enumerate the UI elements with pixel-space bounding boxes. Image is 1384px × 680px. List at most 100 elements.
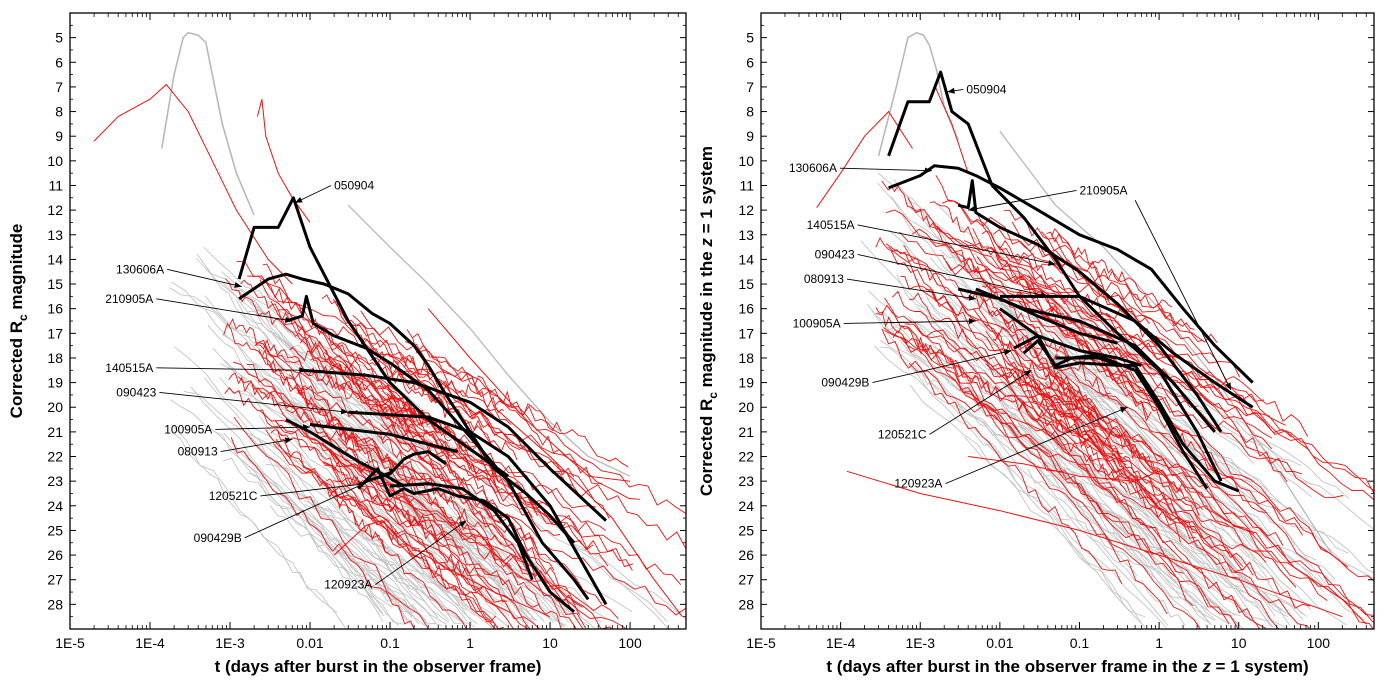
red-light-curve (360, 310, 686, 515)
highlight-curve-090423 (348, 410, 608, 606)
y-tick-label: 9 (746, 128, 754, 144)
red-light-curve (929, 226, 1273, 450)
red-light-curve (366, 445, 512, 568)
red-light-curve (315, 322, 512, 425)
annotation-line (968, 189, 1077, 211)
annotation-label: 090423 (116, 385, 156, 399)
grey-light-curve (871, 310, 1142, 624)
red-light-curve (394, 412, 560, 588)
grey-light-curve (214, 431, 384, 623)
grey-light-curve (376, 544, 439, 619)
y-tick-label: 19 (47, 375, 63, 391)
grey-light-curve (891, 329, 1169, 626)
y-tick-label: 27 (738, 572, 754, 588)
red-light-curve (1018, 401, 1163, 519)
grey-light-curve (964, 437, 1146, 618)
highlight-curve-100905A (957, 287, 1118, 345)
red-light-curve (1017, 384, 1128, 493)
y-tick-label: 16 (738, 301, 754, 317)
annotation-label: 120923A (894, 477, 942, 491)
red-light-curve (1033, 350, 1200, 517)
red-light-curve (885, 243, 1255, 535)
y-tick-label: 20 (47, 399, 63, 415)
y-axis-title: Corrected Rc magnitude (7, 224, 30, 419)
red-light-curve (1011, 221, 1308, 437)
red-light-curve (224, 386, 396, 513)
annotation-line (166, 268, 242, 287)
red-light-curve (363, 436, 562, 629)
annotation-arrowhead (924, 167, 932, 174)
y-tick-label: 28 (47, 596, 63, 612)
red-light-curve (892, 330, 1061, 433)
red-light-curve (333, 520, 551, 618)
red-light-curve (1046, 231, 1195, 330)
left-chart-panel: 5 6 7 8 9 10 11 12 13 14 15 16 17 18 19 20 21 22 23 24 25 26 2… (7, 12, 687, 676)
red-light-curve (816, 110, 913, 208)
y-tick-label: 13 (738, 227, 754, 243)
red-light-curve (925, 289, 1171, 522)
red-light-curve (1158, 431, 1367, 625)
grey-light-curve (170, 399, 427, 623)
annotation-line (872, 350, 1012, 384)
grey-light-curve (971, 368, 1291, 617)
annotation-label: 090429B (821, 376, 869, 390)
annotation-label: 050904 (966, 82, 1006, 96)
red-light-curve (1014, 295, 1297, 588)
y-tick-label: 6 (746, 54, 754, 70)
red-light-curve (405, 340, 629, 468)
grey-light-curve (247, 472, 385, 617)
y-tick-label: 23 (738, 473, 754, 489)
red-light-curve (1004, 210, 1204, 343)
red-light-curve (321, 294, 498, 449)
red-light-curve (337, 437, 508, 603)
y-tick-label: 5 (746, 30, 754, 46)
red-light-curve (324, 464, 500, 629)
red-light-curve (949, 357, 1201, 629)
y-tick-label: 25 (47, 522, 63, 538)
grey-light-curve (336, 419, 537, 622)
red-light-curve (404, 355, 505, 414)
grey-light-curve (896, 275, 1103, 520)
red-light-curve (289, 374, 450, 538)
annotation-label: 100905A (793, 316, 841, 330)
grey-light-curve (269, 505, 420, 625)
y-tick-label: 22 (738, 449, 754, 465)
red-light-curve (275, 438, 467, 629)
annotation-arrowhead (234, 282, 242, 288)
y-tick-label: 25 (738, 522, 754, 538)
x-tick-label: 1E-4 (826, 635, 856, 651)
grey-light-curve (1074, 378, 1316, 584)
red-light-curve (933, 84, 969, 174)
annotation-label: 080913 (178, 445, 218, 459)
grey-light-curve (860, 240, 1229, 617)
red-light-curve (875, 304, 1078, 406)
red-light-curve (262, 263, 414, 427)
grey-light-curve (281, 495, 426, 625)
red-light-curve (246, 363, 464, 548)
red-light-curve (228, 318, 354, 400)
x-axis-title: t (days after burst in the observer fram… (826, 657, 1308, 676)
red-light-curve (975, 209, 1241, 378)
red-light-curve (256, 99, 311, 223)
red-light-curve (93, 83, 293, 285)
red-light-curve (1005, 318, 1344, 498)
red-light-curve (427, 308, 631, 482)
grey-peak-curve (160, 31, 255, 216)
red-light-curve (265, 429, 499, 629)
annotation-arrowhead (302, 424, 311, 431)
grey-light-curve (1068, 319, 1374, 530)
annotation-arrowhead (284, 437, 293, 444)
red-light-curve (985, 330, 1196, 539)
y-tick-label: 8 (746, 104, 754, 120)
red-light-curve (410, 466, 587, 629)
y-tick-label: 21 (738, 424, 754, 440)
grey-light-curve (204, 377, 427, 621)
grey-light-curve (981, 383, 1131, 540)
grey-light-curve (249, 435, 415, 629)
plot-area (816, 31, 1374, 629)
x-axis-title: t (days after burst in the observer fram… (215, 657, 542, 676)
y-tick-label: 24 (47, 498, 63, 514)
x-tick-label: 1 (466, 635, 474, 651)
y-tick-label: 11 (48, 177, 63, 193)
red-light-curve (370, 408, 682, 585)
